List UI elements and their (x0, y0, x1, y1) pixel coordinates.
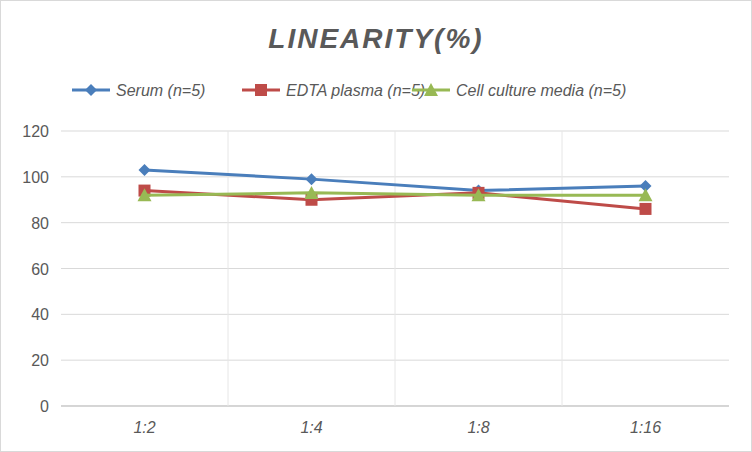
y-tick-label: 100 (22, 169, 49, 186)
plot-area (138, 164, 653, 215)
y-tick-label: 0 (40, 398, 49, 415)
y-tick-label: 60 (31, 261, 49, 278)
legend-label: EDTA plasma (n=5) (286, 82, 425, 99)
chart: LINEARITY(%) 0 20 40 60 80 100 120 1:2 1:4 1:8 1:16… (0, 0, 752, 452)
chart-border (1, 1, 752, 452)
y-tick-label: 80 (31, 215, 49, 232)
legend-entry: EDTA plasma (n=5) (242, 82, 425, 99)
data-point (640, 203, 652, 215)
data-point (138, 188, 152, 201)
category-separator (395, 131, 396, 406)
legend-marker (255, 84, 267, 96)
data-point (472, 188, 486, 201)
series-line (145, 191, 646, 209)
x-tick-label: 1:8 (467, 419, 489, 436)
data-point (306, 173, 318, 185)
y-tick-label: 40 (31, 306, 49, 323)
legend-entry: Cell culture media (n=5) (412, 82, 626, 99)
category-separator (562, 131, 563, 406)
category-separator (228, 131, 229, 406)
legend-label: Cell culture media (n=5) (456, 82, 626, 99)
series-line (145, 170, 646, 191)
legend-label: Serum (n=5) (116, 82, 205, 99)
data-point (139, 164, 151, 176)
data-point (639, 188, 653, 201)
series-line (145, 193, 646, 195)
y-tick-label: 120 (22, 123, 49, 140)
x-tick-label: 1:2 (133, 419, 155, 436)
title: LINEARITY(%) (268, 23, 483, 54)
data-point (305, 186, 319, 199)
legend-marker (85, 84, 97, 96)
y-tick-label: 20 (31, 352, 49, 369)
legend-entry: Serum (n=5) (72, 82, 205, 99)
x-tick-label: 1:16 (630, 419, 661, 436)
x-tick-label: 1:4 (300, 419, 322, 436)
legend-marker (424, 83, 438, 96)
